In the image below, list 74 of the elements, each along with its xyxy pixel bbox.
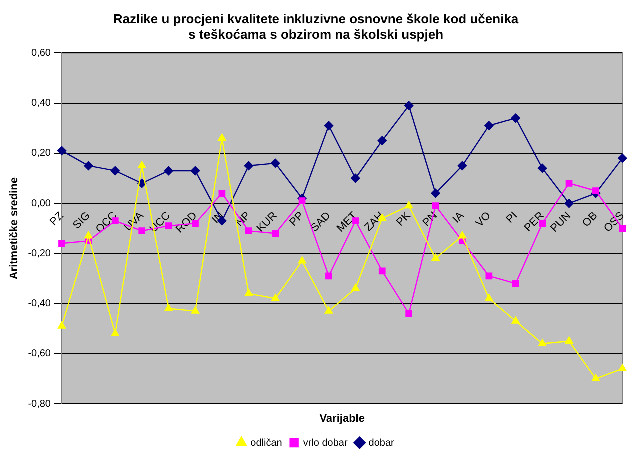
point — [484, 121, 494, 130]
point — [270, 158, 280, 168]
y-tick-label: 0,00 — [32, 198, 52, 210]
point — [378, 136, 387, 146]
x-tick-label: SIG — [71, 210, 93, 232]
point — [538, 339, 547, 346]
point — [84, 232, 93, 239]
x-tick-label: PZ — [48, 210, 66, 228]
x-tick-label: PP — [288, 210, 307, 229]
point — [191, 306, 200, 314]
point — [58, 322, 66, 329]
point — [190, 166, 200, 176]
point — [565, 336, 574, 344]
point — [405, 201, 414, 209]
point — [352, 284, 360, 292]
point — [110, 166, 120, 176]
point — [111, 329, 120, 336]
legend-label: vrlo dobar — [303, 438, 348, 449]
x-tick-label: IA — [450, 210, 468, 226]
y-tick-label: -0,20 — [28, 248, 52, 260]
x-tick-label: PK — [394, 210, 414, 229]
point — [58, 240, 66, 248]
point — [618, 364, 627, 372]
y-tick-label: 0,60 — [32, 48, 52, 59]
legend-label: dobar — [368, 438, 396, 449]
point — [512, 316, 520, 324]
y-tick-label: -0,80 — [28, 398, 52, 410]
y-tick-label: -0,60 — [28, 348, 52, 360]
y-tick-label: 0,40 — [32, 98, 52, 110]
y-axis-title: Aritmetičke sredine — [8, 178, 21, 280]
point — [458, 161, 468, 171]
point — [378, 268, 386, 275]
point — [326, 272, 332, 280]
x-axis-title: Varijable — [320, 413, 365, 426]
point — [218, 134, 226, 141]
point — [245, 228, 252, 235]
point — [351, 174, 360, 184]
point — [566, 180, 573, 187]
y-tick-label: 0,20 — [32, 148, 52, 160]
point — [244, 161, 254, 171]
point — [298, 256, 306, 264]
point — [57, 146, 67, 156]
point — [512, 280, 520, 288]
point — [164, 304, 173, 312]
point — [485, 294, 494, 302]
point — [298, 198, 306, 204]
point — [592, 374, 600, 382]
point — [404, 101, 414, 110]
y-tick-label: -0,40 — [28, 298, 52, 310]
point — [618, 154, 628, 164]
legend-label: odličan — [250, 438, 282, 449]
point — [486, 272, 493, 280]
point — [458, 232, 467, 239]
point — [592, 188, 600, 194]
point — [244, 289, 253, 296]
x-tick-label: OB — [580, 210, 600, 230]
point — [138, 161, 146, 169]
point — [324, 306, 334, 314]
point — [538, 164, 548, 174]
x-tick-label: PN — [420, 210, 440, 230]
point — [218, 190, 226, 197]
chart-title: Razlike u procjeni kvalitete inkluzivne osnovne škole kod učenika s teškoćama s obzirom na školski uspjeh — [113, 11, 520, 42]
point — [564, 198, 574, 208]
point — [324, 121, 334, 130]
point — [406, 310, 413, 318]
x-tick-label: VO — [474, 210, 494, 230]
point — [432, 254, 440, 262]
x-tick-label: PI — [504, 210, 520, 226]
point — [84, 161, 94, 171]
point — [431, 188, 440, 198]
point — [272, 294, 280, 302]
point — [164, 166, 174, 176]
point — [511, 114, 520, 123]
point — [432, 202, 440, 210]
